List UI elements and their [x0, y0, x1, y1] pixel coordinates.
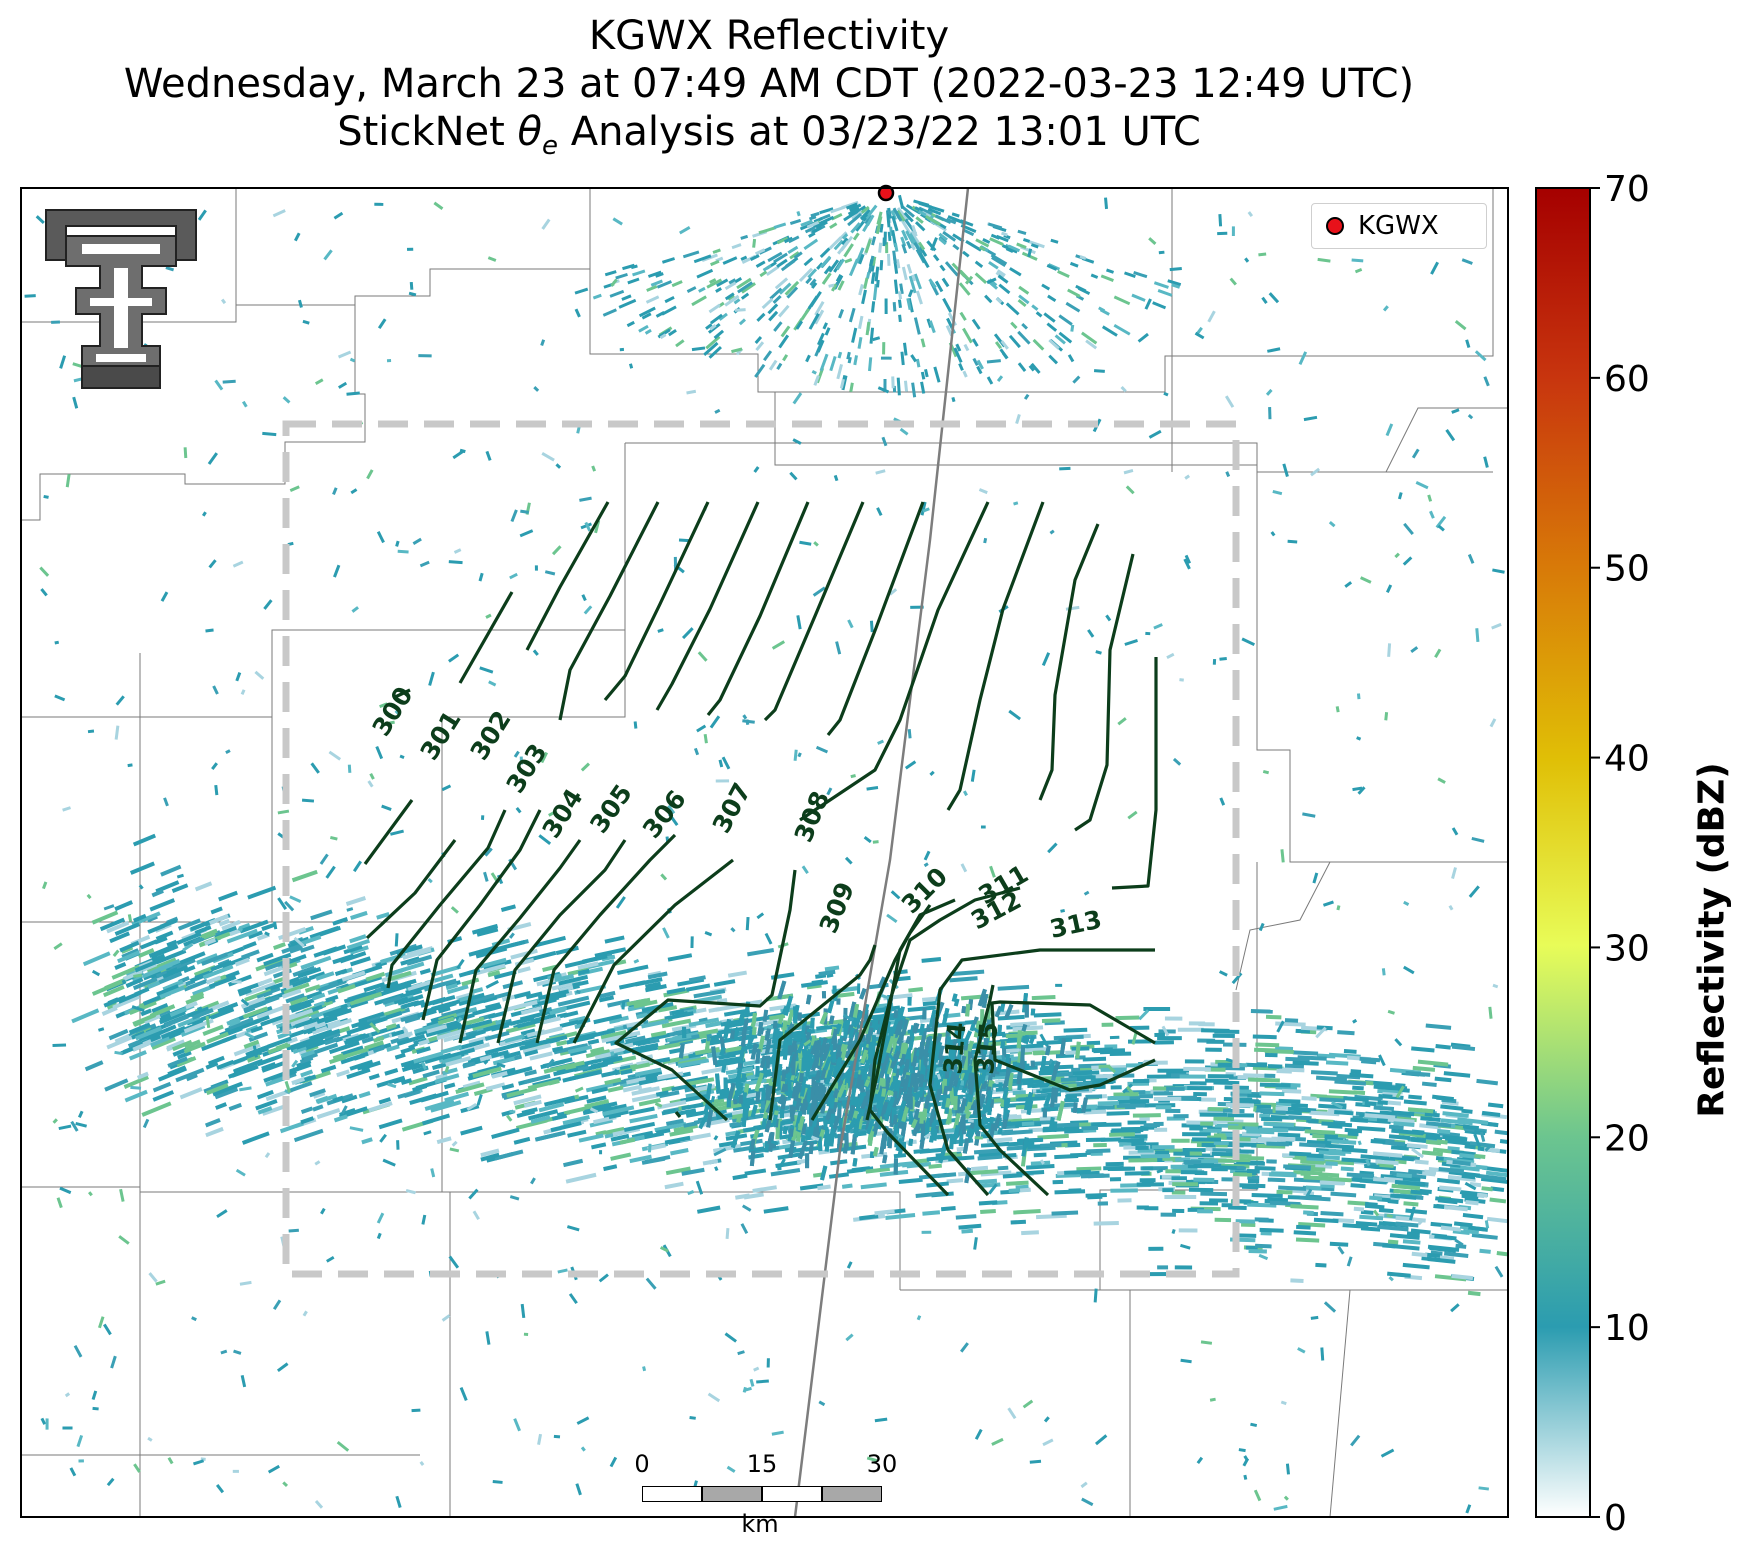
contour-line	[386, 809, 507, 989]
contour-line	[946, 501, 1045, 811]
colorbar-ticks: 0 10 20 30 40 50 60 70	[1590, 169, 1650, 1539]
contour-line	[421, 809, 542, 1021]
contour-line	[826, 501, 925, 736]
contour-line	[973, 984, 1050, 1197]
scale-segment	[702, 1486, 762, 1502]
contour-line	[458, 591, 514, 684]
colorbar-tick-label: 50	[1604, 549, 1650, 590]
scale-bar: 0 15 30 km	[634, 1450, 897, 1540]
colorbar-tick-label: 20	[1604, 1118, 1650, 1159]
contour-line	[655, 501, 760, 711]
scale-tick-30: 30	[866, 1450, 898, 1478]
scale-segment	[642, 1486, 702, 1502]
contour-line	[799, 501, 990, 822]
colorbar-tick-label: 0	[1604, 1498, 1627, 1539]
contour-line	[603, 501, 710, 702]
colorbar-tick-label: 40	[1604, 739, 1650, 780]
contour-line	[365, 839, 457, 940]
analysis-domain-box	[282, 420, 1240, 1278]
scale-tick-0: 0	[634, 1450, 650, 1478]
contour-line	[458, 839, 582, 1044]
contour-line	[928, 948, 1155, 1197]
contour-label: 315	[970, 1021, 1003, 1076]
contour-line	[614, 869, 797, 1122]
colorbar-tick-label: 70	[1604, 169, 1650, 210]
colorbar-gradient	[1535, 187, 1591, 1518]
title-line-2: Wednesday, March 23 at 07:49 AM CDT (202…	[123, 61, 1415, 107]
scale-segment	[762, 1486, 822, 1502]
kgwx-legend-marker	[1326, 217, 1344, 235]
contour-line	[990, 1000, 1156, 1092]
colorbar-tick-label: 30	[1604, 928, 1650, 969]
contour-line	[535, 833, 677, 1044]
scale-unit: km	[741, 1510, 779, 1538]
title-line-1: KGWX Reflectivity	[588, 13, 950, 59]
contour-line	[392, 688, 411, 700]
contour-line	[706, 501, 810, 716]
theta-e-contours	[363, 501, 1158, 1197]
figure-title: KGWX Reflectivity Wednesday, March 23 at…	[20, 12, 1518, 170]
colorbar-tick-label: 10	[1604, 1308, 1650, 1349]
map-frame	[20, 187, 1509, 1518]
texas-tech-double-t-logo	[45, 209, 197, 389]
contour-line	[1074, 553, 1135, 832]
contour-line	[1038, 523, 1100, 801]
contour-line	[363, 799, 414, 865]
contour-line	[525, 501, 610, 651]
contour-line	[768, 944, 877, 1121]
title-line-3: StickNet θe Analysis at 03/23/22 13:01 U…	[337, 109, 1201, 161]
contour-line	[674, 1111, 682, 1118]
contour-line	[868, 886, 1021, 1197]
contour-line	[1111, 657, 1158, 890]
kgwx-radar-marker	[877, 184, 895, 202]
contour-line	[558, 501, 660, 721]
scale-tick-15: 15	[746, 1450, 778, 1478]
contour-label: 314	[938, 1021, 971, 1076]
contour-line	[763, 501, 865, 722]
contour-line	[572, 858, 734, 1044]
legend-label: KGWX	[1358, 211, 1439, 241]
contour-line	[865, 898, 956, 1121]
colorbar-label: Reflectivity (dBZ)	[1691, 762, 1733, 1118]
map-legend: KGWX	[1311, 203, 1487, 249]
scale-segment	[822, 1486, 882, 1502]
contour-line	[496, 839, 627, 1044]
colorbar-tick-label: 60	[1604, 359, 1650, 400]
